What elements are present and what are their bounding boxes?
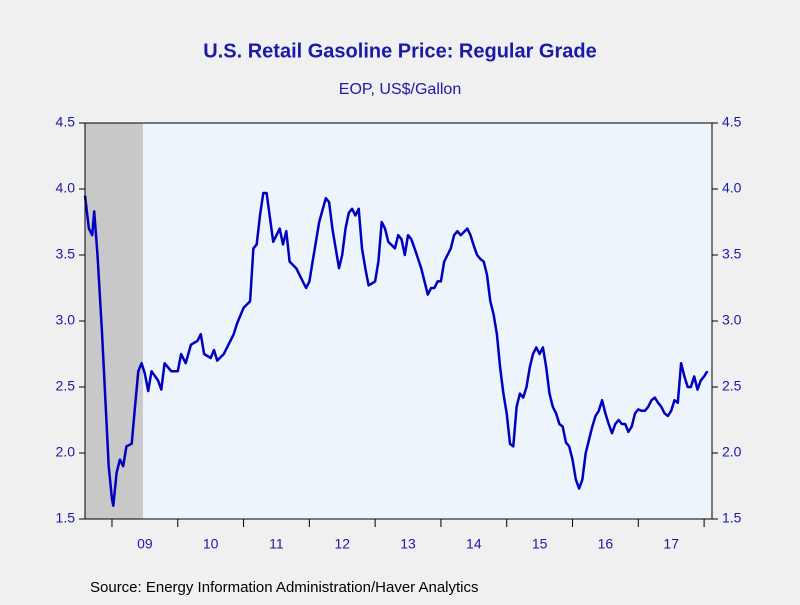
x-tick-label: 14 — [466, 536, 482, 552]
y-tick-label: 3.5 — [56, 246, 76, 262]
x-tick-label: 17 — [663, 536, 679, 552]
chart-subtitle: EOP, US$/Gallon — [339, 81, 461, 98]
y2-tick-label: 2.0 — [722, 444, 742, 460]
y-tick-label: 4.0 — [56, 180, 76, 196]
y2-tick-label: 3.5 — [722, 246, 742, 262]
x-tick-label: 11 — [269, 536, 284, 552]
y-tick-label: 2.5 — [56, 378, 76, 394]
y-tick-label: 4.5 — [56, 114, 76, 130]
x-tick-label: 15 — [532, 536, 548, 552]
y-tick-label: 1.5 — [56, 510, 76, 526]
y2-tick-label: 4.5 — [722, 114, 742, 130]
x-tick-label: 13 — [400, 536, 416, 552]
x-tick-label: 09 — [137, 536, 153, 552]
recession-band — [85, 123, 143, 519]
chart-title: U.S. Retail Gasoline Price: Regular Grad… — [203, 40, 596, 62]
y2-tick-label: 4.0 — [722, 180, 742, 196]
y2-tick-label: 3.0 — [722, 312, 742, 328]
price-line — [83, 191, 709, 508]
y-tick-label: 2.0 — [56, 444, 76, 460]
y2-tick-label: 2.5 — [722, 378, 742, 394]
x-tick-label: 12 — [334, 536, 350, 552]
plot-area — [85, 123, 712, 519]
y2-tick-label: 1.5 — [722, 510, 742, 526]
x-tick-label: 16 — [598, 536, 614, 552]
plot-frame — [84, 122, 713, 520]
source-note: Source: Energy Information Administratio… — [90, 579, 479, 596]
y-tick-label: 3.0 — [56, 312, 76, 328]
x-tick-label: 10 — [203, 536, 219, 552]
